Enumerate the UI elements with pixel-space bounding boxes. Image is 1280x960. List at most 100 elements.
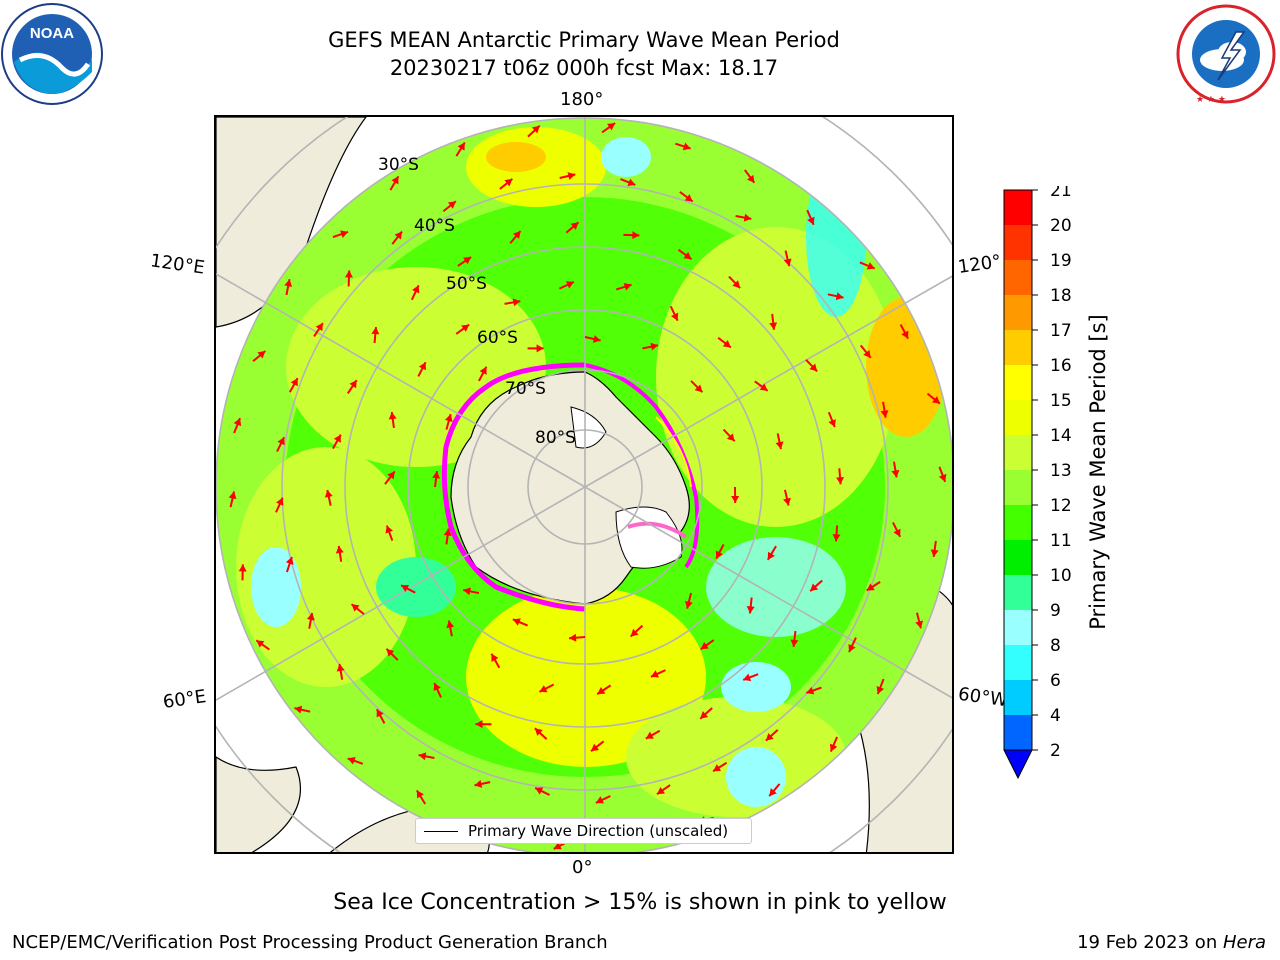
wave-arrow — [899, 324, 909, 340]
wave-arrow — [527, 125, 541, 138]
wave-arrow — [783, 250, 792, 267]
wave-arrow — [388, 411, 397, 429]
wave-arrow — [443, 528, 452, 545]
wave-arrow — [616, 282, 632, 291]
footer-host: Hera — [1222, 932, 1266, 953]
wave-arrow — [565, 221, 580, 234]
wave-arrow — [252, 350, 267, 362]
antarctica — [450, 371, 690, 605]
lon-label-120e: 120°E — [148, 250, 206, 279]
wave-arrow — [915, 612, 924, 629]
colorbar-cell — [1004, 260, 1032, 295]
svg-text:★ ★ ★: ★ ★ ★ — [1196, 95, 1226, 105]
wave-arrow — [568, 633, 586, 642]
graticule — [216, 117, 952, 852]
wave-arrow — [746, 597, 755, 614]
wave-arrow — [313, 322, 324, 337]
wave-arrow — [766, 545, 777, 561]
wave-arrow — [385, 525, 394, 541]
wave-arrow — [836, 468, 845, 485]
wave-arrow — [866, 581, 881, 592]
colorbar-tick-label: 15 — [1050, 391, 1072, 411]
wave-arrow — [284, 279, 293, 296]
wave-arrow — [699, 707, 713, 720]
legend-line-swatch — [424, 831, 458, 832]
legend-label: Primary Wave Direction (unscaled) — [468, 822, 729, 840]
wave-arrow — [769, 313, 778, 330]
wave-arrow — [385, 648, 399, 661]
colorbar-cell — [1004, 610, 1032, 645]
wave-arrow — [601, 122, 616, 134]
colorbar-tick-label: 14 — [1050, 426, 1072, 446]
colorbar-tick-label: 6 — [1050, 671, 1061, 691]
wave-arrow — [859, 261, 876, 270]
wave-arrow — [455, 323, 470, 335]
colorbar-cell — [1004, 575, 1032, 610]
wave-arrow — [446, 620, 455, 637]
wave-arrow — [474, 780, 491, 788]
sea-ice-note: Sea Ice Concentration > 15% is shown in … — [333, 890, 947, 915]
wave-arrow — [809, 579, 823, 592]
wave-arrow — [276, 436, 286, 452]
wave-arrow — [859, 344, 872, 359]
colorbar-cell — [1004, 295, 1032, 330]
colorbar-cell — [1004, 330, 1032, 365]
wave-arrow — [371, 326, 380, 344]
wave-arrow — [805, 359, 818, 373]
wave-arrow — [765, 729, 779, 742]
wave-arrow — [656, 784, 671, 796]
wave-arrow — [679, 191, 694, 203]
wave-arrow — [432, 471, 441, 488]
lat-label-60s: 60°S — [477, 328, 518, 348]
wave-arrow — [731, 486, 740, 504]
wave-arrow — [630, 624, 644, 638]
wave-arrow — [538, 683, 555, 693]
wave-arrow — [233, 417, 242, 434]
wave-arrow — [228, 491, 237, 508]
wave-arrow — [410, 284, 420, 301]
wave-arrow — [669, 305, 679, 322]
wave-arrow — [444, 413, 453, 430]
wave-arrow — [827, 411, 836, 428]
lon-label-180: 180° — [560, 89, 604, 110]
colorbar-cell — [1004, 190, 1032, 225]
colorbar-extend-min — [1003, 749, 1033, 780]
wave-arrow — [527, 344, 544, 353]
wave-arrow — [722, 428, 736, 442]
wave-arrow — [417, 361, 427, 377]
wave-arrow — [744, 169, 756, 184]
wave-arrow — [306, 612, 315, 629]
wave-arrow — [754, 380, 769, 392]
wave-arrow — [332, 434, 342, 450]
wave-arrow — [512, 618, 528, 627]
wave-arrow — [478, 366, 488, 382]
wave-arrow — [400, 584, 416, 594]
wave-arrow — [558, 280, 575, 290]
colorbar-tick-label: 9 — [1050, 601, 1061, 621]
lat-label-30s: 30°S — [378, 155, 419, 175]
wave-arrow — [675, 142, 691, 151]
wave-arrow — [238, 564, 247, 581]
wave-arrow — [790, 630, 799, 647]
wave-arrow — [742, 673, 759, 682]
wave-arrow — [650, 669, 666, 678]
wave-arrow — [848, 637, 857, 653]
footer-date: 19 Feb 2023 on Hera — [1077, 932, 1266, 953]
colorbar-tick-label: 19 — [1050, 251, 1072, 271]
wave-arrow — [717, 336, 732, 349]
wave-arrow — [596, 684, 612, 695]
wave-arrow — [829, 736, 839, 753]
wave-arrow — [389, 175, 400, 191]
colorbar-tick-label: 13 — [1050, 461, 1072, 481]
wave-arrow — [876, 678, 885, 695]
colorbar-cell — [1004, 540, 1032, 575]
chart-title-line1: GEFS MEAN Antarctic Primary Wave Mean Pe… — [328, 28, 840, 52]
colorbar: 2 4 6 8 9 10 11 12 13 14 15 16 17 18 19 20 21 — [1003, 186, 1072, 780]
wave-arrow — [346, 379, 358, 395]
wave-arrow — [775, 433, 784, 450]
wave-arrow — [285, 556, 294, 573]
wave-arrow — [350, 603, 365, 615]
wave-arrow — [347, 757, 364, 765]
wave-arrow — [783, 489, 791, 506]
wave-arrow — [534, 787, 550, 796]
